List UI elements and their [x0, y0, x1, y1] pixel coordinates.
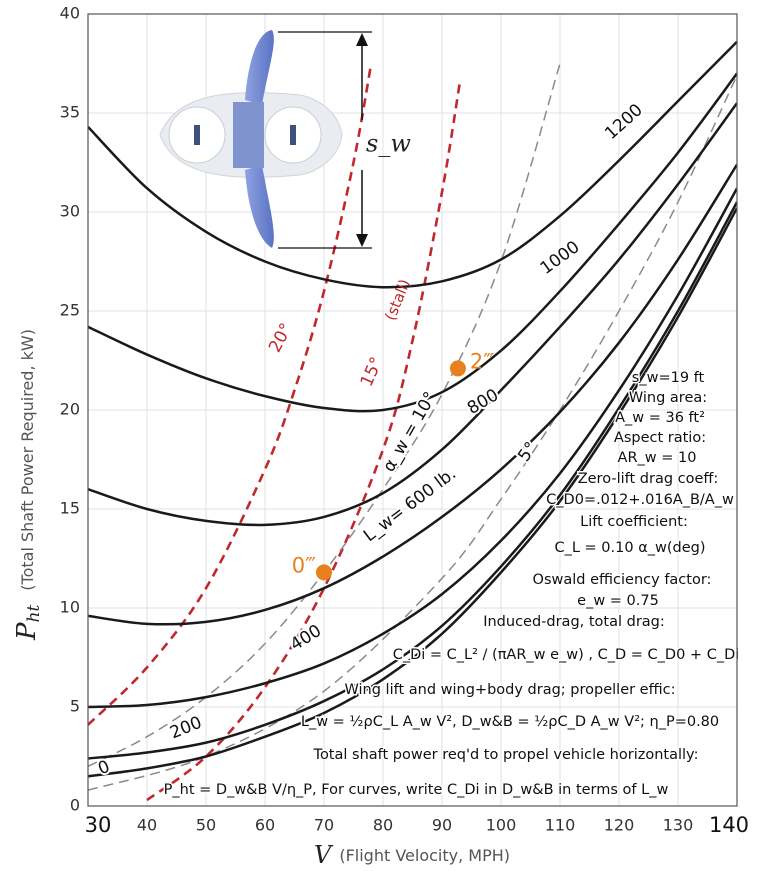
annotation: Total shaft power req'd to propel vehicl…: [313, 747, 699, 763]
x-tick-label: 130: [663, 816, 694, 835]
y-axis-subscript: ht: [24, 605, 44, 623]
y-tick-label: 0: [70, 796, 80, 815]
y-axis-label: Pht (Total Shaft Power Required, kW): [12, 329, 44, 641]
x-tick-label: 60: [255, 816, 275, 835]
annotation: s_w=19 ft: [632, 370, 705, 386]
x-tick-label: 50: [196, 816, 216, 835]
wing-center: [233, 102, 264, 168]
angle-line: [88, 63, 373, 726]
angle-line: [88, 63, 561, 768]
annotation: Wing area:: [629, 390, 707, 406]
x-axis-symbol: V: [314, 841, 334, 869]
annotation: C_Di = C_L² / (πAR_w e_w) , C_D = C_D0 +…: [393, 647, 740, 663]
annotation: Aspect ratio:: [614, 430, 706, 446]
power-curve: [88, 72, 737, 413]
x-tick-label: 100: [486, 816, 517, 835]
angle-line: [88, 75, 737, 791]
motor-left: [194, 125, 200, 145]
y-tick-label: 5: [70, 697, 80, 716]
x-tick-label: 70: [314, 816, 334, 835]
annotation: P_ht = D_w&B V/η_P, For curves, write C_…: [164, 782, 669, 798]
annotation: Wing lift and wing+body drag; propeller …: [345, 682, 676, 698]
y-tick-label: 25: [60, 301, 80, 320]
annotation: e_w = 0.75: [577, 593, 659, 609]
y-axis-text: (Total Shaft Power Required, kW): [18, 329, 37, 591]
motor-right: [290, 125, 296, 145]
x-tick-label: 80: [373, 816, 393, 835]
y-tick-label: 40: [60, 4, 80, 23]
power-curve: [88, 207, 737, 778]
angle-line: [146, 83, 461, 802]
x-tick-label: 40: [137, 816, 157, 835]
annotation: C_L = 0.10 α_w(deg): [554, 540, 705, 556]
annotation: Oswald efficiency factor:: [533, 572, 712, 588]
curves: [88, 40, 737, 802]
x-tick-label: 110: [545, 816, 576, 835]
y-tick-label: 15: [60, 499, 80, 518]
x-tick-label: 30: [85, 813, 112, 837]
annotation: L_w = ½ρC_L A_w V², D_w&B = ½ρC_D A_w V²…: [301, 714, 719, 730]
point: [316, 564, 332, 581]
wing-bottom: [245, 165, 274, 248]
x-tick-label: 140: [709, 813, 749, 837]
annotation: Zero-lift drag coeff:: [578, 471, 719, 487]
power-curve: [88, 201, 737, 760]
point-label: 2‴: [470, 349, 494, 373]
arrow: [356, 234, 368, 247]
inset-label: s_w: [366, 130, 411, 158]
power-curve: [88, 102, 737, 527]
plot-frame: [87, 13, 738, 807]
y-axis-symbol: P: [12, 622, 42, 641]
power-curve: [88, 40, 737, 289]
x-axis-label: V (Flight Velocity, MPH): [314, 841, 510, 869]
y-tick-label: 20: [60, 400, 80, 419]
power-curve: [88, 187, 737, 709]
wing-top: [245, 30, 274, 105]
point: [449, 360, 466, 377]
inset-drawing: s_w: [159, 30, 411, 249]
y-tick-label: 10: [60, 598, 80, 617]
arrow: [356, 33, 368, 46]
y-tick-label: 35: [60, 103, 80, 122]
x-tick-label: 90: [432, 816, 452, 835]
annotation: C_D0=.012+.016A_B/A_w: [546, 492, 734, 508]
annotation: A_w = 36 ft²: [615, 410, 705, 426]
annotation: AR_w = 10: [618, 450, 697, 466]
y-tick-label: 30: [60, 202, 80, 221]
point-label: 0‴: [292, 553, 316, 577]
annotation: Induced-drag, total drag:: [483, 614, 665, 630]
x-tick-label: 120: [604, 816, 635, 835]
annotation: Lift coefficient:: [580, 514, 688, 530]
power-curve: [88, 163, 737, 626]
x-axis-text: (Flight Velocity, MPH): [339, 846, 510, 865]
